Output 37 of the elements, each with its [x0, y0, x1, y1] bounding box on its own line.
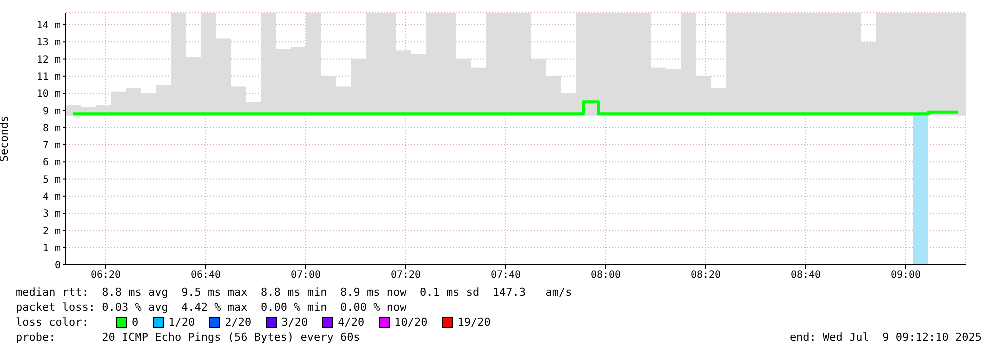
- x-tick-label: 07:00: [290, 270, 322, 282]
- y-tick-label: 0: [54, 260, 61, 272]
- x-tick-label: 08:00: [590, 270, 622, 282]
- x-tick-label: 07:20: [390, 270, 422, 282]
- legend-label: 10/20: [394, 315, 428, 330]
- y-tick-label: 4 m: [42, 192, 61, 203]
- x-tick-label: 07:40: [490, 270, 522, 282]
- x-tick-label: 08:40: [790, 270, 822, 282]
- y-tick-label: 2 m: [42, 226, 61, 238]
- y-axis-title: Seconds: [0, 116, 11, 162]
- legend-label: 0: [132, 315, 139, 330]
- y-tick-label: 11 m: [36, 72, 61, 83]
- legend-title: loss color:: [16, 315, 90, 330]
- y-tick-label: 14 m: [36, 20, 61, 32]
- y-tick-label: 10 m: [36, 89, 61, 100]
- legend-label: 2/20: [225, 315, 252, 330]
- legend-label: 19/20: [458, 315, 491, 330]
- y-tick-label: 1 m: [42, 243, 61, 254]
- legend-label: 3/20: [282, 315, 308, 330]
- y-tick-label: 3 m: [42, 209, 61, 220]
- text: packet loss: 0.03 % avg 4.42 % max 0.00 % min 0.00 % now: [16, 300, 408, 315]
- y-tick-label: 5 m: [42, 174, 61, 186]
- y-tick-label: 6 m: [42, 158, 61, 169]
- x-tick-label: 06:20: [90, 270, 122, 282]
- y-tick-label: 12 m: [36, 54, 61, 66]
- text: probe: 20 ICMP Echo Pings (56 Bytes) every 60s: [16, 330, 360, 345]
- y-tick-label: 8 m: [42, 123, 61, 134]
- legend-label: 1/20: [168, 315, 196, 330]
- text: end: Wed Jul 9 09:12:10 2025: [790, 330, 982, 345]
- y-tick-label: 7 m: [42, 140, 61, 152]
- x-tick-label: 09:00: [890, 270, 922, 282]
- x-tick-label: 06:40: [190, 270, 222, 282]
- text: median rtt: 8.8 ms avg 9.5 ms max 8.8 ms min 8.9 ms now 0.1 ms sd 147.3 am/s: [16, 285, 574, 300]
- legend-label: 4/20: [338, 315, 365, 330]
- x-tick-label: 08:20: [690, 270, 722, 282]
- y-tick-label: 9 m: [42, 106, 61, 118]
- y-tick-label: 13 m: [36, 38, 61, 49]
